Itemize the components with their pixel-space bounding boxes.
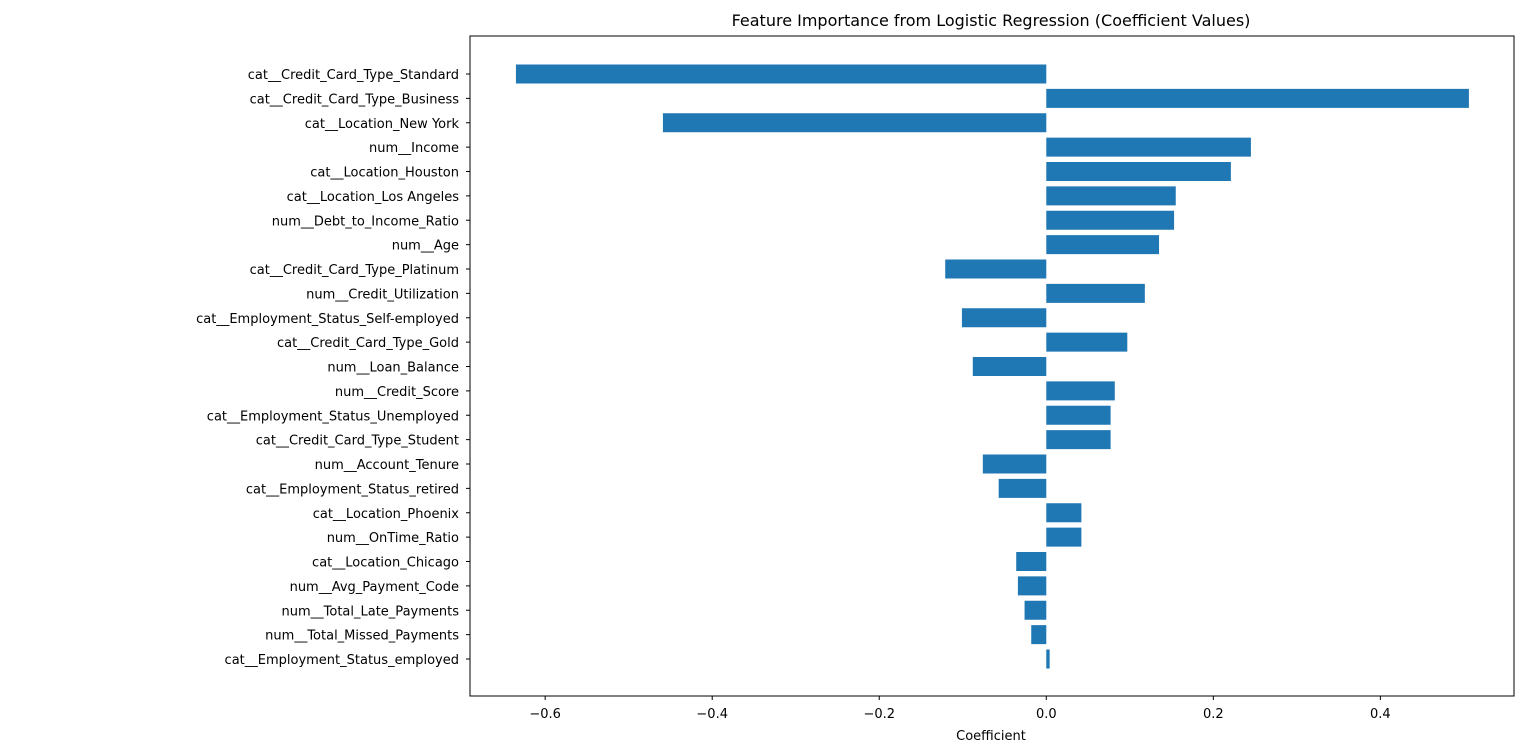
bar [1046, 332, 1128, 352]
bar [1031, 625, 1047, 645]
y-tick-label: cat__Employment_Status_retired [246, 482, 459, 497]
y-tick-label: cat__Employment_Status_Unemployed [207, 409, 459, 424]
bar [1046, 235, 1160, 255]
y-tick-label: cat__Credit_Card_Type_Gold [277, 336, 459, 351]
y-tick-label: num__OnTime_Ratio [327, 531, 459, 546]
y-tick-label: num__Total_Late_Payments [282, 604, 460, 619]
y-tick-label: cat__Location_Chicago [312, 556, 459, 571]
bars-layer [515, 64, 1469, 669]
y-tick-label: num__Account_Tenure [315, 458, 459, 473]
y-tick-label: cat__Location_Los Angeles [287, 190, 460, 205]
y-tick-label: cat__Employment_Status_employed [225, 653, 459, 668]
x-tick-label: −0.6 [529, 707, 561, 722]
y-tick-label: num__Debt_to_Income_Ratio [272, 214, 459, 229]
x-tick-label: 0.4 [1370, 707, 1391, 722]
x-axis: −0.6 −0.4 −0.2 0.0 0.2 0.4 [529, 696, 1391, 722]
x-tick-label: −0.4 [696, 707, 728, 722]
y-tick-label: num__Avg_Payment_Code [290, 580, 459, 595]
x-tick-label: 0.2 [1203, 707, 1224, 722]
chart-title: Feature Importance from Logistic Regress… [732, 11, 1251, 30]
bar [1046, 162, 1231, 181]
bar [1046, 381, 1115, 401]
bar [1046, 137, 1251, 157]
bar [972, 357, 1047, 376]
bar [1046, 186, 1176, 206]
y-tick-label: num__Credit_Utilization [306, 287, 459, 302]
y-tick-label: cat__Employment_Status_Self-employed [196, 312, 459, 327]
bar [1046, 88, 1469, 108]
y-tick-label: cat__Credit_Card_Type_Platinum [250, 263, 459, 278]
y-tick-label: cat__Credit_Card_Type_Standard [248, 68, 459, 83]
bar [961, 308, 1047, 328]
bar [1046, 503, 1082, 523]
y-tick-label: num__Age [392, 239, 459, 254]
bar [982, 454, 1047, 474]
y-tick-label: cat__Credit_Card_Type_Business [250, 92, 460, 107]
bar [515, 64, 1047, 84]
x-axis-label: Coefficient [956, 729, 1026, 744]
y-tick-label: num__Credit_Score [335, 385, 459, 400]
bar [1046, 210, 1175, 230]
plot-frame [469, 35, 1515, 697]
y-tick-label: cat__Location_Houston [310, 166, 459, 181]
y-axis: cat__Credit_Card_Type_Standard cat__Credi… [196, 68, 470, 668]
bar [945, 259, 1047, 279]
bar [1046, 649, 1050, 669]
bar [1017, 576, 1047, 596]
bar [1046, 430, 1111, 450]
bar [1046, 527, 1082, 547]
bar [1024, 600, 1047, 620]
x-tick-label: 0.0 [1036, 707, 1057, 722]
y-tick-label: cat__Credit_Card_Type_Student [256, 434, 459, 449]
y-tick-label: num__Income [369, 141, 459, 156]
y-tick-label: cat__Location_New York [305, 117, 460, 132]
y-tick-label: num__Total_Missed_Payments [265, 629, 459, 644]
x-tick-label: −0.2 [863, 707, 895, 722]
y-tick-label: cat__Location_Phoenix [313, 507, 460, 522]
y-tick-label: num__Loan_Balance [327, 361, 459, 376]
bar [1046, 283, 1145, 303]
bar [998, 478, 1047, 498]
bar [662, 113, 1047, 133]
bar [1016, 552, 1047, 571]
bar [1046, 405, 1111, 425]
